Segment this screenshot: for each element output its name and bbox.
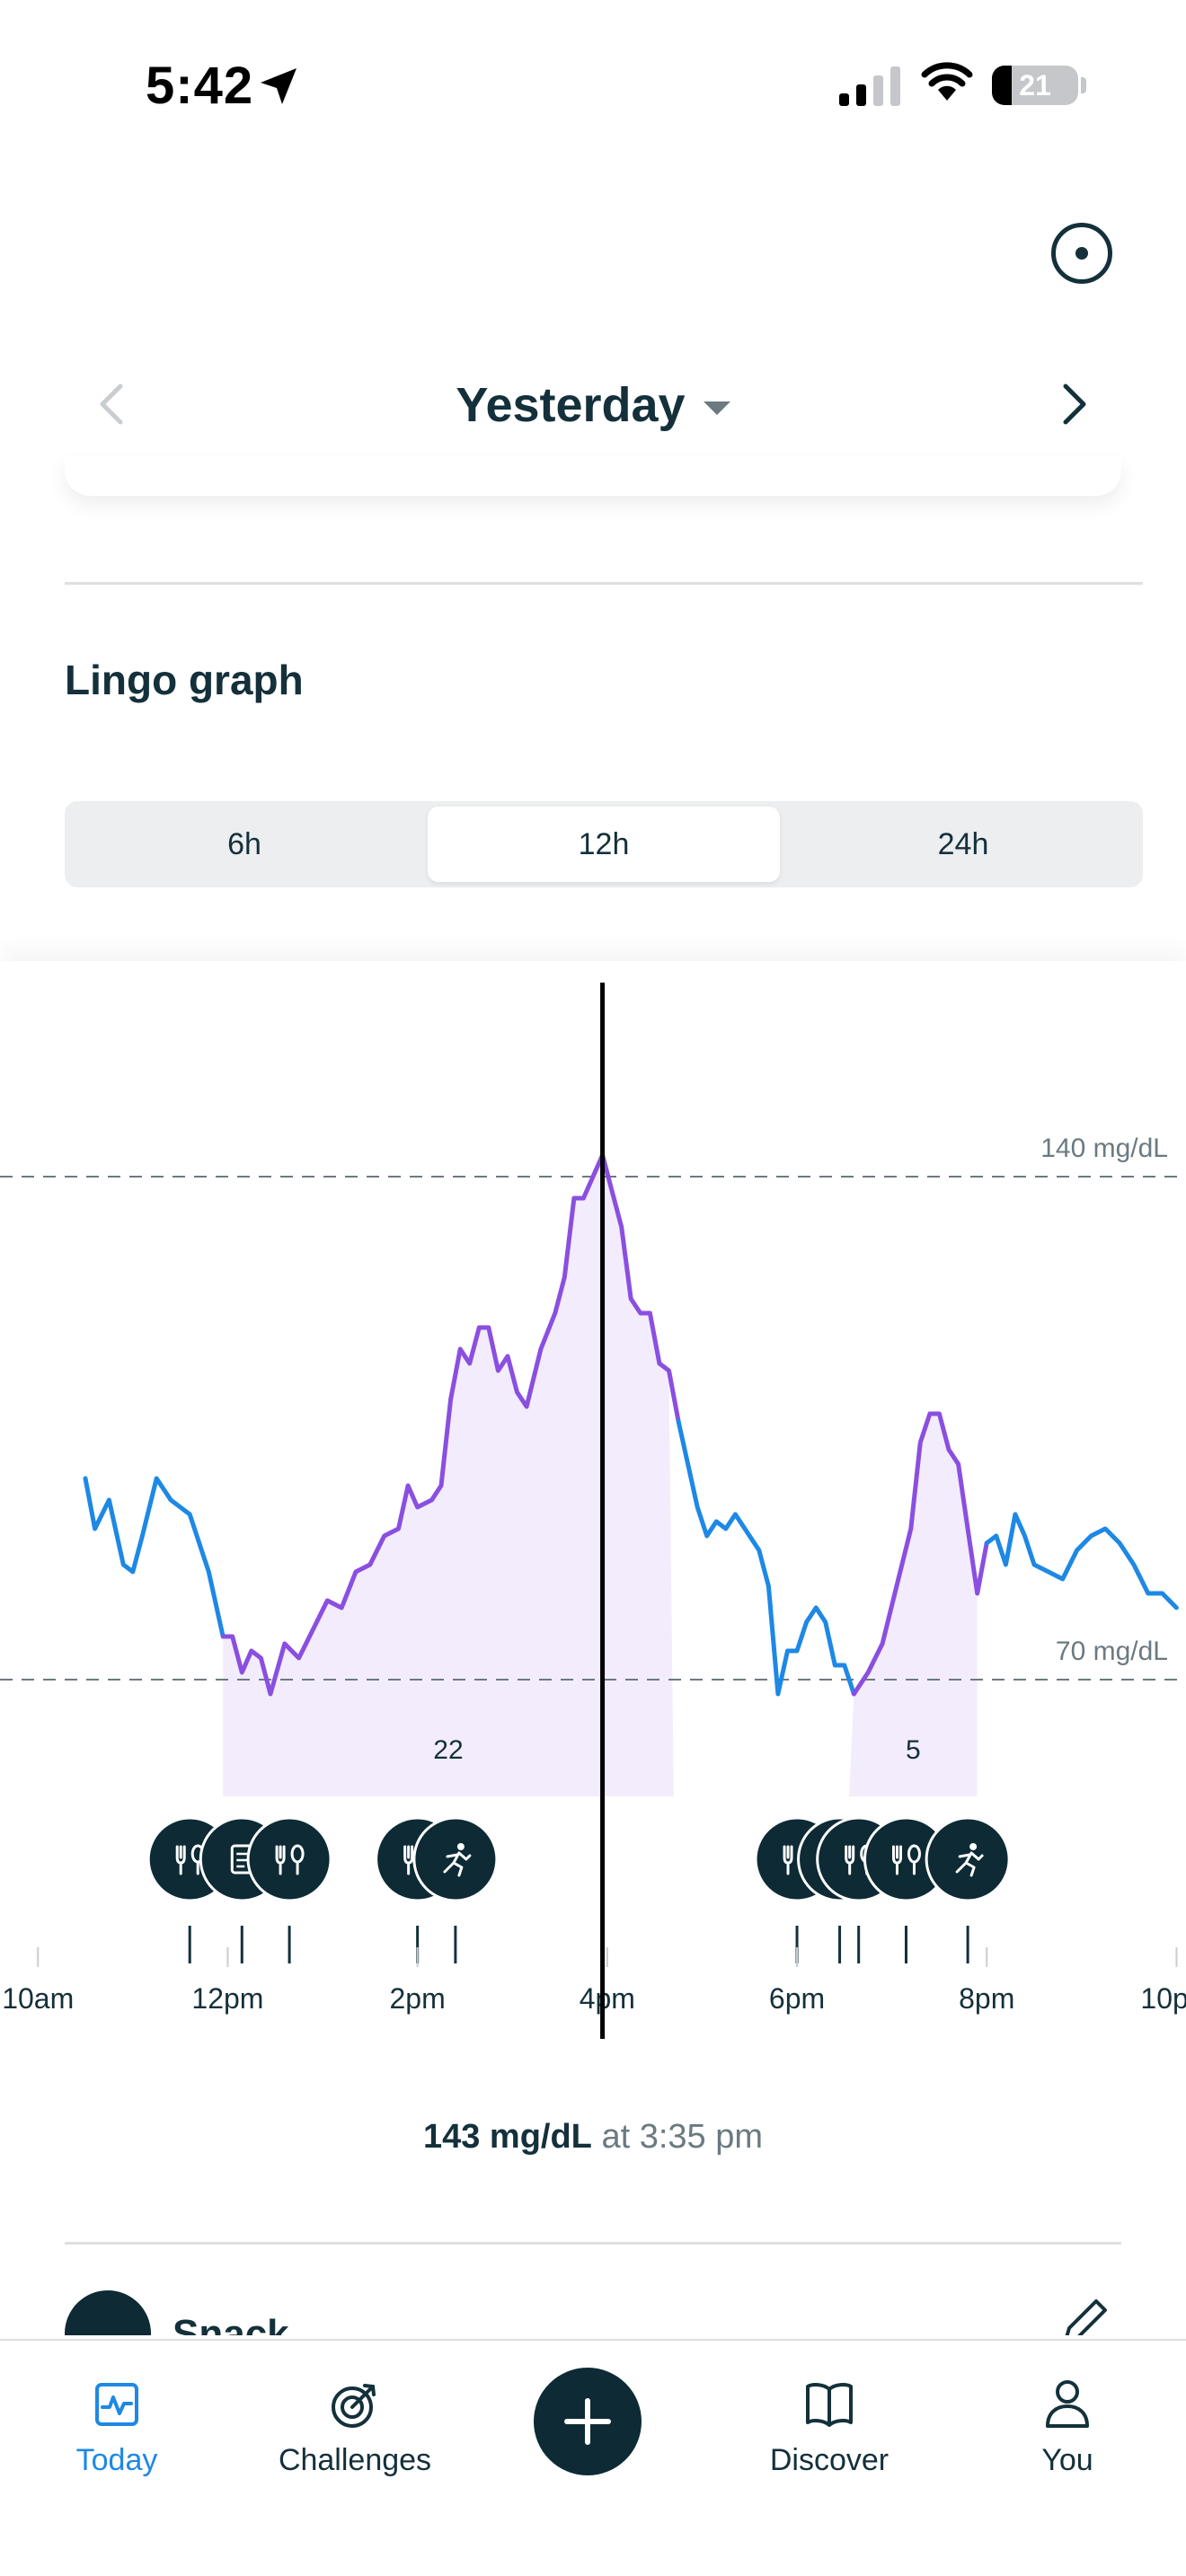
fork-shape xyxy=(275,1845,286,1875)
log-entry-row[interactable]: Snack xyxy=(0,2281,1186,2335)
caret-down-icon xyxy=(703,401,730,416)
target-arrow-icon xyxy=(332,2384,376,2428)
add-button[interactable] xyxy=(534,2368,642,2475)
threshold-label: 70 mg/dL xyxy=(1056,1636,1168,1666)
glucose-line-spike xyxy=(220,1152,681,1697)
note-lines xyxy=(236,1852,248,1868)
tab-today-label: Today xyxy=(75,2443,158,2477)
spike-score-label: 5 xyxy=(906,1735,921,1765)
tab-discover-label: Discover xyxy=(769,2443,890,2477)
location-arrow-icon xyxy=(261,68,296,104)
tab-challenges-label: Challenges xyxy=(278,2443,432,2477)
date-selector[interactable]: Yesterday xyxy=(0,377,1186,433)
section-divider xyxy=(65,582,1143,585)
spike-score-label: 22 xyxy=(433,1735,463,1765)
pencil-icon[interactable] xyxy=(1058,2294,1112,2335)
chevron-right-icon[interactable] xyxy=(1049,381,1096,428)
date-title: Yesterday xyxy=(456,378,686,432)
threshold-label: 140 mg/dL xyxy=(1040,1134,1168,1163)
tab-today[interactable]: Today xyxy=(18,2373,216,2478)
glucose-graph-panel[interactable]: 22 5 140 mg/dL 70 mg/dL 10am 12pm 2pm 4pm 6pm 8pm… xyxy=(0,961,1186,2057)
fork-shape xyxy=(845,1845,855,1875)
x-tick-label: 4pm xyxy=(580,1982,635,2015)
fork-shape xyxy=(175,1845,186,1875)
chevron-left-icon[interactable] xyxy=(90,381,137,428)
meal-icon xyxy=(65,2290,151,2335)
exercise-icon xyxy=(925,1816,1011,1902)
range-tab-12h[interactable]: 12h xyxy=(428,807,780,882)
glucose-line-spike xyxy=(851,1411,989,1697)
spike-zone-fill xyxy=(849,1414,978,1796)
target-icon[interactable] xyxy=(1051,223,1112,284)
x-tick-label: 6pm xyxy=(769,1982,825,2015)
battery-icon: 21 xyxy=(992,66,1078,105)
glucose-readout: 143 mg/dL at 3:35 pm xyxy=(0,2118,1186,2157)
runner-head xyxy=(456,1843,465,1850)
runner-head xyxy=(969,1843,978,1850)
glucose-line xyxy=(984,1512,1179,1610)
wifi-icon xyxy=(921,62,973,101)
cursor-top-notch xyxy=(589,961,615,983)
status-time: 5:42 xyxy=(146,57,254,115)
x-tick-label: 2pm xyxy=(390,1982,446,2015)
glucose-graph[interactable]: 22 5 140 mg/dL 70 mg/dL 10am 12pm 2pm 4pm 6pm 8pm… xyxy=(0,961,1186,2057)
cellular-signal-icon xyxy=(839,66,900,106)
tab-you[interactable]: You xyxy=(969,2373,1166,2478)
runner-body xyxy=(955,1851,984,1877)
runner-body xyxy=(443,1851,472,1877)
date-navigator: Yesterday xyxy=(0,359,1186,449)
activity-chart-icon xyxy=(95,2383,138,2426)
event-marker xyxy=(246,1816,332,1902)
person-icon xyxy=(1046,2380,1089,2428)
fork-shape xyxy=(403,1845,414,1875)
x-tick-label: 10pm xyxy=(1140,1982,1186,2015)
lingo-graph-title: Lingo graph xyxy=(65,657,304,703)
x-tick-label: 10am xyxy=(2,1982,74,2015)
meal-icon xyxy=(246,1816,332,1902)
spike-zone-fill xyxy=(223,1155,674,1796)
fork-shape xyxy=(783,1845,793,1875)
readout-divider xyxy=(65,2242,1121,2245)
range-tab-24h[interactable]: 24h xyxy=(937,827,989,861)
glucose-line xyxy=(83,1476,226,1639)
fork-shape xyxy=(891,1845,902,1875)
readout-value: 143 mg/dL xyxy=(422,2118,592,2156)
x-tick-label: 12pm xyxy=(191,1982,263,2015)
battery-nub xyxy=(1081,77,1086,93)
battery-level: 21 xyxy=(1019,69,1051,101)
tab-you-label: You xyxy=(1041,2443,1093,2477)
exercise-icon xyxy=(412,1816,499,1902)
entry-label: Snack xyxy=(173,2312,289,2335)
bottom-tab-bar: Today Challenges Discover You xyxy=(0,2339,1186,2576)
range-tab-6h[interactable]: 6h xyxy=(227,827,261,861)
x-tick-label: 8pm xyxy=(959,1982,1014,2015)
summary-card-bottom xyxy=(65,456,1121,496)
tab-challenges[interactable]: Challenges xyxy=(256,2373,454,2478)
glucose-line xyxy=(676,1418,856,1697)
range-selector: 6h 12h 24h xyxy=(65,801,1143,887)
tab-discover[interactable]: Discover xyxy=(730,2373,928,2478)
book-icon xyxy=(806,2383,853,2427)
readout-time: at 3:35 pm xyxy=(601,2118,764,2156)
status-bar: 5:42 21 xyxy=(0,0,1186,171)
